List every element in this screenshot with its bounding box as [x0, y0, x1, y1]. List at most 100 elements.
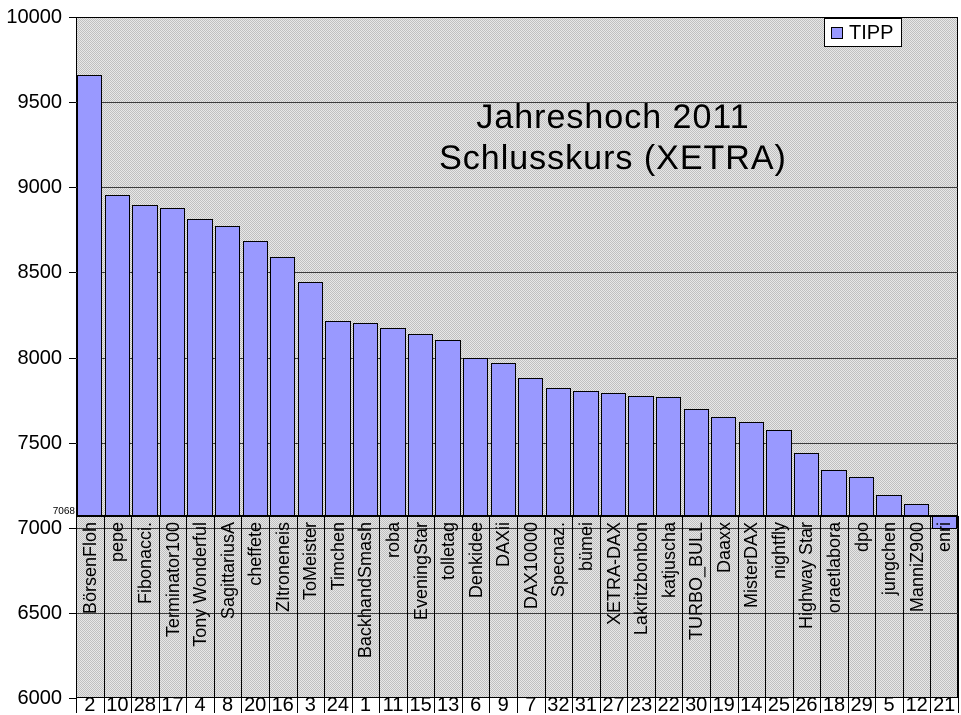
category-separator — [820, 516, 821, 713]
category-number: 14 — [740, 694, 763, 715]
category-separator — [186, 516, 187, 713]
category-separator — [297, 516, 298, 713]
category-separator — [958, 516, 959, 713]
bar — [573, 390, 599, 517]
category-number: 28 — [133, 694, 157, 715]
chart-title-line-2: Schlusskurs (XETRA) — [439, 139, 787, 177]
legend: TIPP — [824, 18, 903, 47]
category-separator — [159, 516, 160, 713]
category-separator — [214, 516, 215, 713]
category-label: Terminator100 — [162, 522, 183, 638]
category-label: Fibonacci. — [134, 522, 155, 605]
bar — [297, 281, 323, 517]
category-label: ManniZ900 — [906, 522, 927, 613]
category-label: Highway Star — [796, 522, 817, 630]
category-number: 6 — [470, 694, 482, 715]
y-axis-tick — [69, 443, 76, 444]
gridline — [76, 272, 958, 273]
category-separator — [875, 516, 876, 713]
plot-area — [76, 17, 958, 698]
category-separator — [793, 516, 794, 713]
category-separator — [104, 516, 105, 713]
category-separator — [352, 516, 353, 713]
bar — [655, 396, 682, 517]
category-separator — [131, 516, 132, 713]
category-separator — [738, 516, 739, 713]
category-label: Daaxx — [713, 522, 734, 574]
category-separator — [269, 516, 270, 713]
category-label: Denkidee — [465, 522, 486, 599]
bar — [380, 327, 406, 517]
category-label: TURBO_BULL — [686, 522, 707, 641]
category-number: 8 — [222, 694, 234, 715]
category-number: 31 — [574, 694, 598, 715]
category-label: XETRA-DAX — [603, 522, 624, 626]
category-label: DAX10000 — [520, 522, 541, 610]
category-label: Specnaz. — [548, 522, 569, 598]
category-separator — [848, 516, 849, 713]
category-separator — [517, 516, 518, 713]
bar — [848, 476, 875, 517]
bar — [821, 469, 847, 517]
category-number: 1 — [359, 694, 371, 715]
category-separator — [407, 516, 408, 713]
category-label: Tony Wonderful — [190, 522, 210, 647]
category-separator — [379, 516, 380, 713]
category-separator — [324, 516, 325, 713]
category-label: SagittariusA — [217, 522, 238, 620]
category-number: 10 — [106, 694, 129, 715]
baseline-annotation: 7068 — [52, 506, 75, 517]
bar — [104, 194, 131, 517]
gridline — [76, 102, 958, 103]
category-number: 32 — [547, 694, 570, 715]
category-label: ToMeister — [300, 522, 321, 601]
category-number: 23 — [629, 694, 653, 715]
category-separator — [765, 516, 766, 713]
category-separator — [76, 516, 77, 713]
legend-label: TIPP — [849, 21, 894, 44]
category-label: DAXii — [493, 522, 514, 568]
gridline — [76, 443, 958, 444]
bar — [270, 257, 296, 517]
category-number: 19 — [712, 694, 735, 715]
bar — [214, 225, 241, 517]
bar — [132, 205, 158, 517]
category-separator — [655, 516, 656, 713]
category-number: 21 — [933, 694, 956, 715]
category-label: jungchen — [879, 522, 900, 596]
y-axis-tick — [69, 17, 76, 18]
category-number: 3 — [304, 694, 316, 715]
category-label: BackhandSmash — [355, 522, 376, 659]
y-tick-label: 9000 — [17, 176, 63, 198]
bar — [352, 322, 379, 517]
category-separator — [434, 516, 435, 713]
bar — [628, 395, 654, 517]
category-number: 18 — [822, 694, 846, 715]
y-axis-tick — [69, 358, 76, 359]
category-separator — [600, 516, 601, 713]
y-axis-tick — [69, 187, 76, 188]
category-number: 13 — [436, 694, 460, 715]
category-separator — [545, 516, 546, 713]
bar — [876, 494, 902, 517]
category-label: enri — [934, 522, 955, 553]
legend-swatch-icon — [831, 26, 843, 39]
category-label: MisterDAX — [741, 522, 762, 609]
category-number: 26 — [795, 694, 818, 715]
category-separator — [710, 516, 711, 713]
bar — [518, 377, 544, 517]
bar — [187, 218, 213, 517]
category-number: 24 — [326, 694, 350, 715]
bar — [600, 393, 627, 517]
chart-title: Jahreshoch 2011 Schlusskurs (XETRA) — [363, 97, 863, 179]
category-separator — [682, 516, 683, 713]
category-label: tolletag — [438, 522, 459, 581]
category-number: 9 — [497, 694, 509, 715]
category-number: 30 — [685, 694, 708, 715]
category-number: 5 — [883, 694, 895, 715]
chart-title-line-1: Jahreshoch 2011 — [476, 98, 750, 136]
bar — [683, 408, 709, 517]
bar — [738, 422, 764, 517]
y-tick-label: 10000 — [6, 6, 62, 28]
category-label: roba — [383, 522, 403, 559]
